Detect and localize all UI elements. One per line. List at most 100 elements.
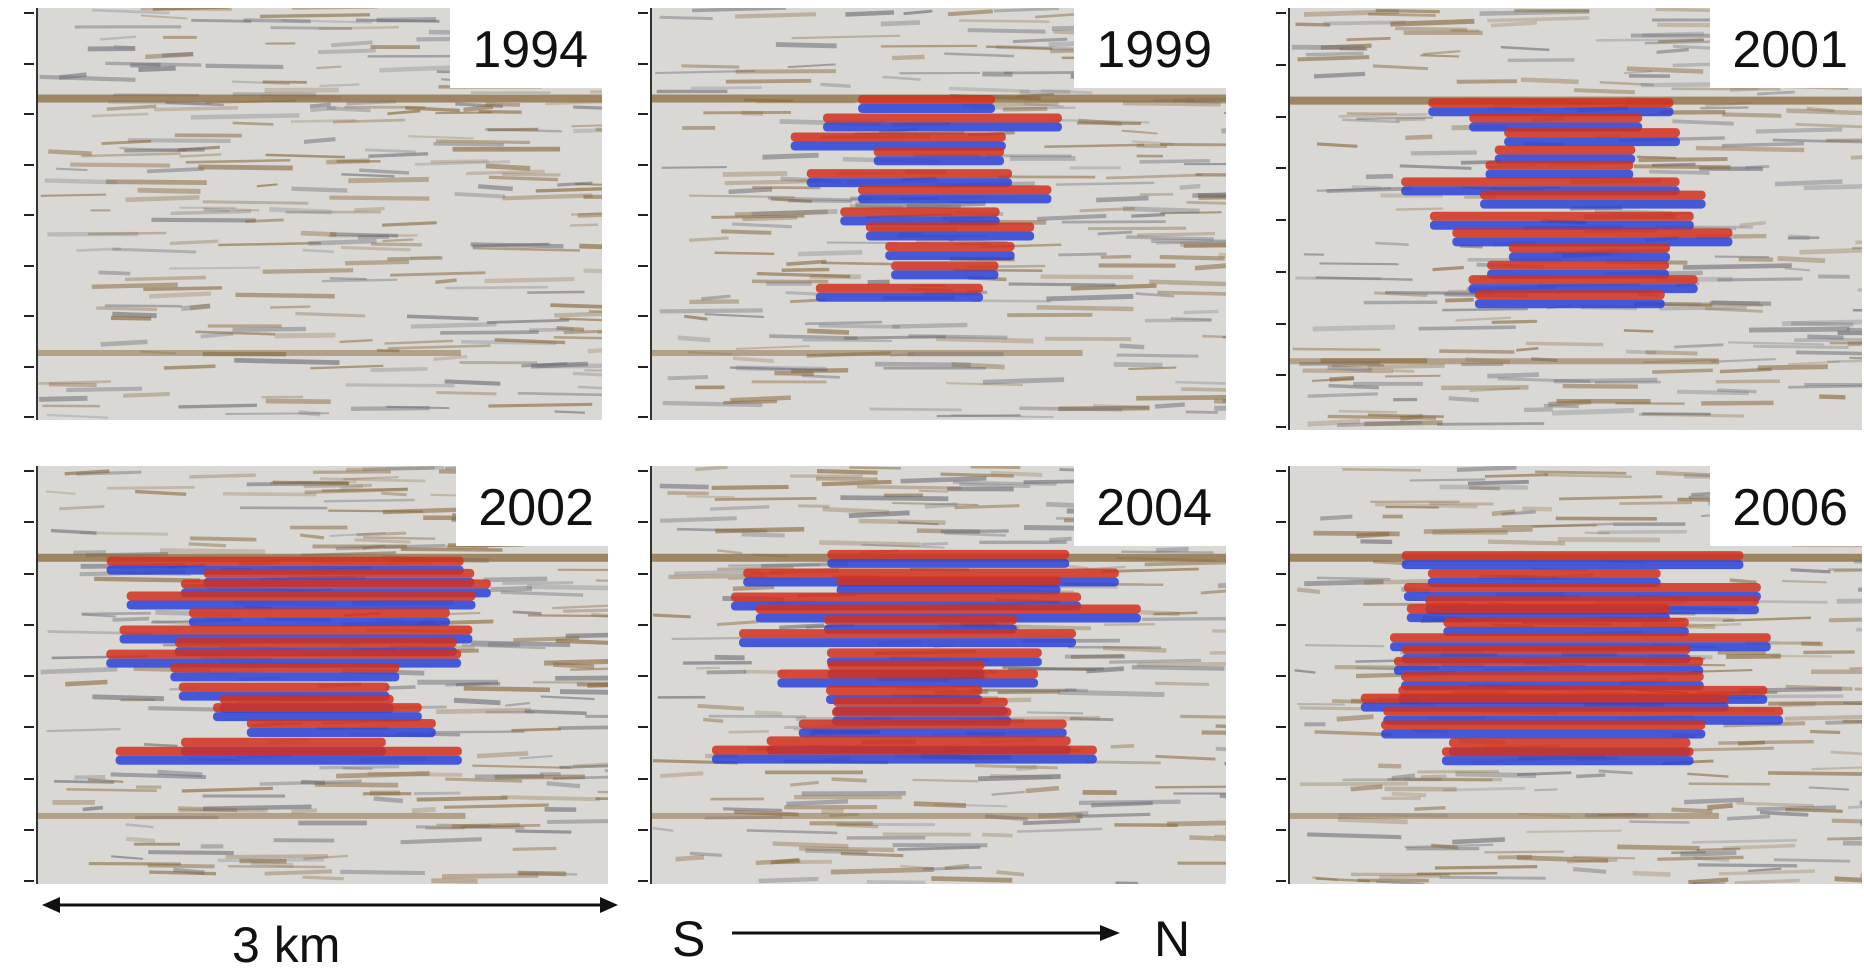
seismic-streak [1624,330,1653,331]
seismic-streak [303,250,334,252]
seismic-streak [892,57,924,58]
depth-tick [24,521,34,523]
seismic-streak [308,241,376,243]
seismic-streak [218,243,320,245]
seismic-streak [1216,749,1226,752]
seismic-streak [126,824,154,827]
seismic-streak [1395,29,1467,30]
seismic-streak [870,409,962,410]
seismic-streak [857,487,962,488]
seismic-streak [1392,371,1414,372]
seismic-streak [575,184,602,186]
seismic-streak [160,551,265,552]
amplitude-band [1402,551,1744,560]
seismic-streak [107,106,156,109]
seismic-streak [711,216,804,217]
seismic-streak [1160,257,1225,259]
seismic-streak [881,46,977,47]
seismic-streak [717,622,758,625]
seismic-streak [759,879,819,881]
seismic-streak [1674,345,1723,347]
seismic-streak [792,36,901,38]
seismic-panel-1999: 1999 [652,8,1226,420]
seismic-streak [1180,716,1226,717]
seismic-streak [883,77,921,80]
seismic-horizon [1290,358,1719,364]
seismic-streak [1831,752,1862,754]
seismic-streak [752,211,838,214]
seismic-streak [546,783,580,786]
seismic-streak [515,831,571,832]
seismic-streak [919,491,948,492]
seismic-streak [340,340,373,342]
amplitude-band [807,169,1012,178]
seismic-streak [723,809,782,811]
seismic-streak [218,860,324,861]
seismic-streak [1136,397,1226,398]
seismic-streak [991,473,1043,475]
seismic-horizon [38,350,461,356]
seismic-streak [170,241,218,243]
seismic-streak [687,496,735,497]
amplitude-band [189,617,450,626]
axis-line [650,466,652,884]
seismic-streak [445,287,547,288]
seismic-streak [1414,808,1445,809]
seismic-streak [849,467,901,468]
seismic-streak [330,278,367,279]
seismic-streak [245,220,284,222]
seismic-streak [345,262,409,263]
seismic-streak [144,744,177,746]
seismic-streak [414,793,460,794]
seismic-streak [169,268,260,269]
seismic-streak [563,610,608,611]
amplitude-band [181,738,386,747]
seismic-streak [171,211,251,213]
seismic-streak [113,47,134,48]
seismic-streak [356,20,440,21]
seismic-streak [1630,822,1690,823]
seismic-streak [1730,580,1757,582]
seismic-streak [179,154,221,156]
seismic-streak [1298,57,1370,59]
depth-tick [638,12,648,14]
seismic-streak [1720,369,1772,371]
seismic-streak [1121,552,1214,553]
seismic-streak [266,155,345,157]
seismic-streak [1317,578,1390,579]
seismic-streak [1617,847,1699,848]
amplitude-band [799,728,1067,737]
seismic-streak [978,777,1061,779]
depth-tick [1276,470,1286,472]
seismic-streak [1156,549,1189,550]
seismic-streak [390,273,485,276]
seismic-streak [1366,176,1393,177]
seismic-streak [1214,407,1226,409]
seismic-streak [291,810,317,811]
seismic-streak [605,769,608,771]
seismic-streak [66,389,142,390]
seismic-streak [1356,668,1400,670]
seismic-streak [1443,788,1525,790]
seismic-streak [1723,846,1795,849]
amplitude-band [823,114,1062,123]
seismic-streak [1373,66,1428,69]
seismic-streak [1385,376,1440,377]
seismic-streak [836,825,878,827]
depth-tick [24,164,34,166]
seismic-streak [1352,187,1381,188]
seismic-streak [1696,148,1804,150]
amplitude-band [1390,633,1771,642]
seismic-streak [1855,689,1862,692]
seismic-streak [1155,756,1215,759]
depth-tick [24,265,34,267]
depth-tick [1276,573,1286,575]
seismic-streak [959,21,1050,22]
seismic-streak [596,129,602,130]
axis-line [650,8,652,420]
seismic-streak [1626,352,1656,353]
amplitude-band [777,669,1038,678]
amplitude-band [189,608,450,617]
depth-tick [638,315,648,317]
seismic-streak [201,334,234,337]
